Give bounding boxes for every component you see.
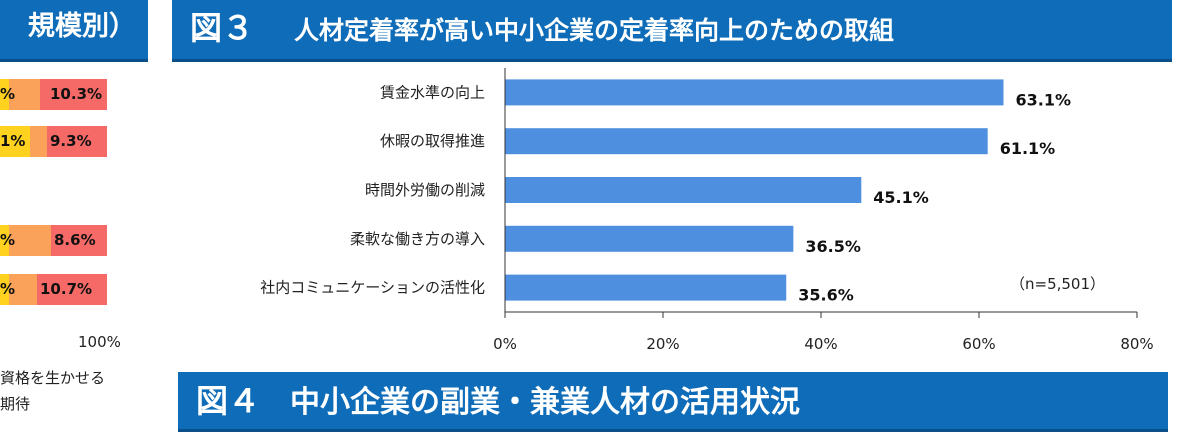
left-row-1-red [40,79,107,110]
bar-2 [505,128,988,155]
left-row-4-orange [9,274,37,305]
left-legend-fragment-2: 期待 [0,395,31,413]
figure4-number: 図４ [196,382,261,420]
left-legend-fragment-1: 資格を生かせる [0,369,106,387]
category-label-4: 柔軟な働き方の導入 [350,230,485,248]
left-row-2-orange [30,126,47,157]
left-row-3-orange [9,225,51,256]
value-label-2: 61.1% [1000,139,1056,158]
left-row-3-red [51,225,107,256]
left-row-1-orange [9,79,40,110]
left-row-4-prev-label: % [0,280,16,298]
bar-5 [505,274,787,301]
left-axis-end-label: 100% [78,333,121,351]
left-row-2-red [47,126,107,157]
bar-4 [505,225,794,252]
left-row-3-last-label: 8.6% [54,231,96,249]
left-row-4-yellow [0,274,9,305]
figure3-title: 人材定着率が高い中小企業の定着率向上のための取組 [294,16,895,45]
left-row-3-yellow [0,225,9,256]
category-label-2: 休暇の取得推進 [380,132,485,150]
left-row-1-last-label: 10.3% [50,85,103,103]
value-label-1: 63.1% [1015,90,1071,109]
figure3-number: 図３ [190,9,255,47]
x-tick-label-3: 40% [804,335,837,353]
x-tick-label-2: 20% [646,335,679,353]
left-row-1-yellow [0,79,9,110]
sample-size-note: （n=5,501） [1010,275,1105,293]
left-row-3-prev-label: % [0,231,16,249]
figure4-banner: 図４ 中小企業の副業・兼業人材の活用状況 [178,372,1168,432]
bar-1 [505,79,1004,106]
left-row-4-red [37,274,107,305]
left-row-2-yellow [0,126,30,157]
x-tick-label-5: 80% [1120,335,1153,353]
figure3-bar-chart: 賃金水準の向上休暇の取得推進時間外労働の削減柔軟な働き方の導入社内コミュニケーシ… [260,68,1154,353]
category-label-3: 時間外労働の削減 [365,181,485,199]
left-row-4-last-label: 10.7% [40,280,93,298]
x-tick-label-1: 0% [493,335,517,353]
left-row-1-prev-label: % [0,85,16,103]
left-stacked-bar-panel: % 10.3% 1% 9.3% % 8.6% % 10.7% 100% 資格を生… [0,62,170,416]
left-row-2-last-label: 9.3% [50,132,92,150]
figure3-banner: 図３ 人材定着率が高い中小企業の定着率向上のための取組 [172,0,1172,62]
category-label-5: 社内コミュニケーションの活性化 [260,279,485,297]
x-tick-label-4: 60% [962,335,995,353]
left-row-2-prev-label: 1% [0,132,26,150]
bar-3 [505,177,862,203]
value-label-3: 45.1% [873,188,929,207]
left-figure-banner: 規模別） [0,0,148,62]
left-figure-title-fragment: 規模別） [28,11,136,42]
category-label-1: 賃金水準の向上 [380,83,485,101]
figure4-title: 中小企業の副業・兼業人材の活用状況 [290,385,801,420]
value-label-4: 36.5% [805,237,861,256]
value-label-5: 35.6% [798,286,854,305]
